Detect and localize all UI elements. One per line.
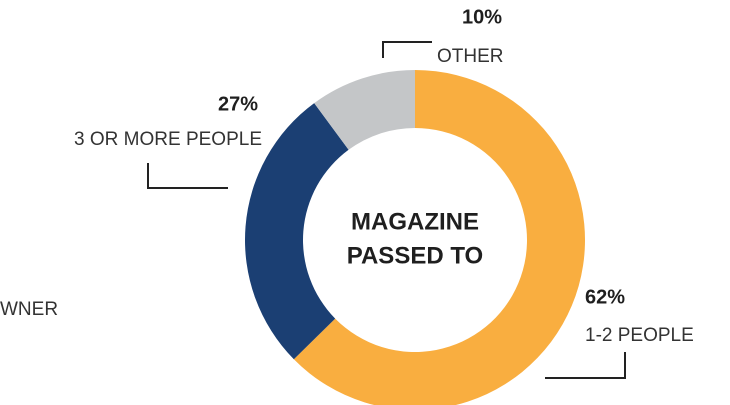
donut-segment: [314, 70, 415, 150]
leader-line: [147, 163, 228, 189]
annotation: WNER: [0, 299, 58, 320]
leader-line: [382, 41, 432, 58]
category-label: 1-2 PEOPLE: [585, 325, 694, 346]
category-label: 3 OR MORE PEOPLE: [74, 129, 262, 150]
center-label: MAGAZINE: [351, 208, 479, 235]
category-label: OTHER: [437, 46, 504, 67]
value-label: 10%: [462, 6, 502, 28]
center-label: PASSED TO: [347, 242, 483, 269]
donut-segment: [244, 103, 349, 360]
donut-segment: [293, 70, 585, 405]
value-label: 62%: [585, 286, 625, 308]
leader-line: [545, 352, 626, 379]
value-label: 27%: [218, 93, 258, 115]
